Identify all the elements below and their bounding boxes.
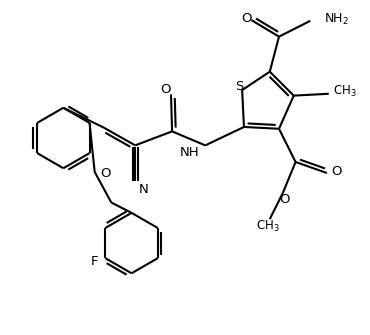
Text: O: O bbox=[241, 12, 252, 25]
Text: NH$_2$: NH$_2$ bbox=[324, 12, 349, 27]
Text: CH$_3$: CH$_3$ bbox=[333, 84, 357, 99]
Text: S: S bbox=[235, 80, 243, 93]
Text: CH$_3$: CH$_3$ bbox=[256, 219, 280, 234]
Text: F: F bbox=[91, 255, 99, 268]
Text: O: O bbox=[279, 193, 289, 206]
Text: O: O bbox=[160, 83, 170, 96]
Text: N: N bbox=[139, 183, 149, 196]
Text: O: O bbox=[332, 165, 342, 178]
Text: NH: NH bbox=[180, 145, 200, 158]
Text: O: O bbox=[100, 167, 110, 180]
